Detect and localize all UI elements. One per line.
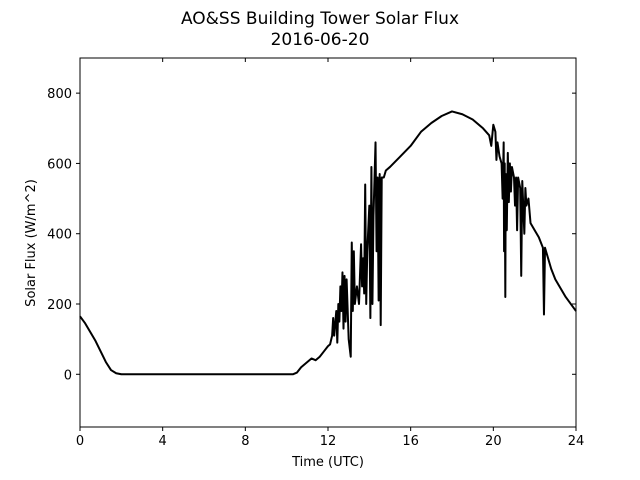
x-tick-label: 4 (159, 434, 167, 449)
chart-subtitle: 2016-06-20 (271, 30, 370, 50)
x-tick-label: 0 (76, 434, 84, 449)
y-tick-label: 200 (47, 298, 72, 313)
y-tick-label: 0 (64, 368, 72, 383)
y-tick-label: 400 (47, 228, 72, 243)
x-tick-label: 12 (320, 434, 337, 449)
x-tick-label: 20 (485, 434, 502, 449)
x-tick-label: 16 (402, 434, 419, 449)
chart-title: AO&SS Building Tower Solar Flux (181, 9, 459, 29)
plot-frame (79, 57, 577, 428)
data-line (79, 110, 577, 376)
x-tick-label: 8 (241, 434, 249, 449)
y-tick-label: 600 (47, 157, 72, 172)
x-tick-label: 24 (568, 434, 585, 449)
y-axis-label: Solar Flux (W/m^2) (24, 179, 39, 307)
y-tick-label: 800 (47, 87, 72, 102)
x-axis-label: Time (UTC) (291, 455, 364, 470)
